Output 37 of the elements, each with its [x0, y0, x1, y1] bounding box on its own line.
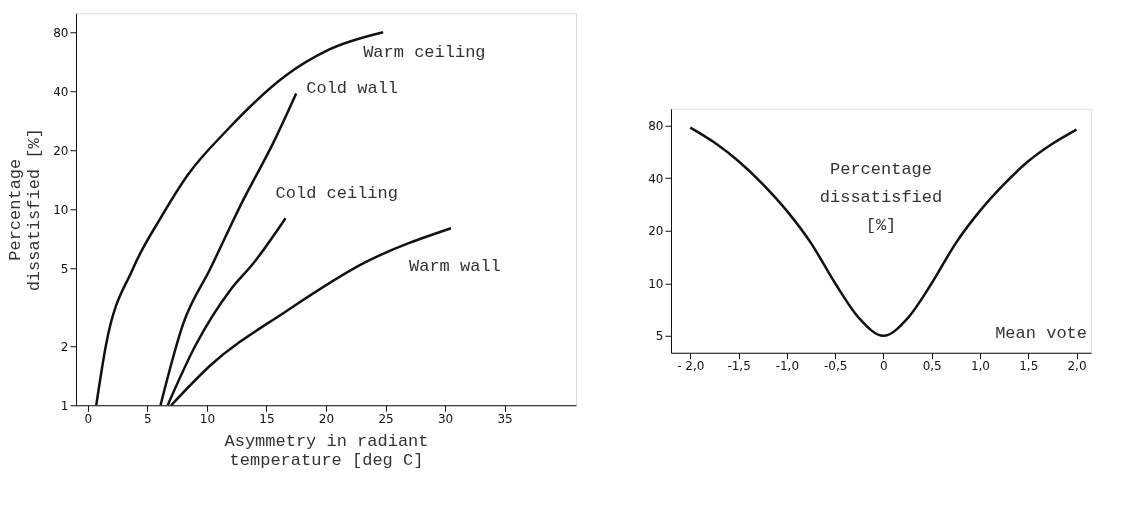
y-tick-label: 10 — [53, 202, 69, 217]
x-axis-title: Asymmetry in radiant temperature [deg C] — [224, 431, 429, 470]
x-tick-label: 0 — [84, 411, 93, 426]
y-tick-label: 10 — [648, 276, 664, 291]
series-label: Cold ceiling — [275, 184, 398, 204]
x-tick-label: - 2,0 — [677, 359, 705, 374]
x-axis-title: Mean vote — [995, 323, 1087, 343]
y-tick-label: 80 — [648, 119, 664, 134]
x-tick-label: 5 — [144, 411, 152, 426]
x-tick-label: 2,0 — [1067, 359, 1087, 374]
y-tick-label: 1 — [60, 398, 69, 413]
y-tick-label: 20 — [648, 224, 664, 239]
x-tick-label: 20 — [318, 411, 335, 426]
x-tick-label: 0 — [880, 359, 888, 374]
y-tick-label: 5 — [60, 261, 69, 276]
x-tick-label: 0,5 — [922, 359, 942, 374]
y-axis-title: Percentage dissatisfied [%] — [819, 159, 943, 235]
y-tick-label: 20 — [53, 143, 69, 158]
y-tick-label: 80 — [53, 25, 69, 40]
x-tick-label: 15 — [259, 411, 275, 426]
x-tick-label: 1,0 — [970, 359, 991, 374]
series-label: Warm wall — [409, 257, 501, 277]
x-tick-label: 10 — [199, 411, 216, 426]
x-tick-label: -1,5 — [727, 359, 751, 374]
y-axis-title: Percentage dissatisfied [%] — [6, 128, 45, 292]
series-label: Cold wall — [306, 79, 399, 99]
x-tick-label: -0,5 — [823, 359, 848, 374]
x-tick-label: 1,5 — [1019, 359, 1039, 374]
x-tick-label: 25 — [378, 411, 394, 426]
x-tick-label: 30 — [437, 411, 454, 426]
series-label: Warm ceiling — [363, 43, 486, 63]
y-tick-label: 40 — [53, 84, 69, 99]
y-tick-label: 40 — [648, 171, 664, 186]
y-tick-label: 5 — [655, 329, 664, 344]
y-tick-label: 2 — [60, 339, 69, 354]
x-tick-label: 35 — [497, 411, 513, 426]
x-tick-label: -1,0 — [775, 359, 800, 374]
